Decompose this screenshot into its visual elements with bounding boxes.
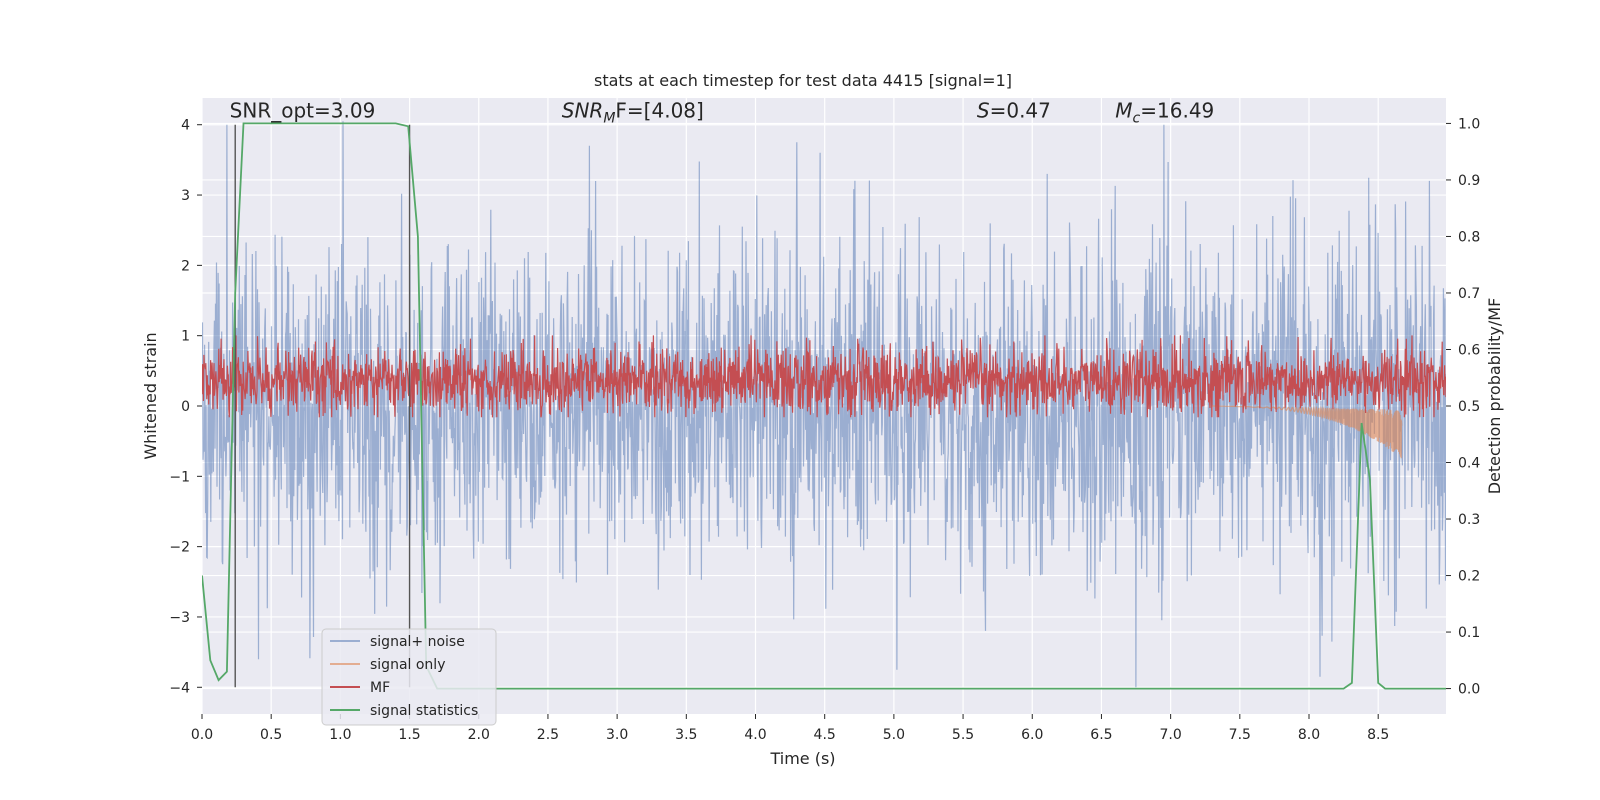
y-tick-label-left: 3: [181, 188, 190, 204]
series-signal-statistics: [202, 122, 1446, 690]
x-tick-label: 8.5: [1367, 727, 1389, 743]
annotation-head: SNR: [562, 99, 604, 123]
stat-annotation: SNRMF=[4.08]: [562, 99, 704, 127]
stat-annotation: Mc=16.49: [1115, 99, 1214, 127]
y-axis-label-right: Detection probability/MF: [1485, 298, 1504, 495]
x-tick-label: 1.0: [329, 727, 351, 743]
x-tick-label: 6.0: [1021, 727, 1043, 743]
x-tick-label: 7.0: [1159, 727, 1181, 743]
x-tick-label: 5.0: [883, 727, 905, 743]
annotation-subscript: M: [603, 111, 615, 127]
y-tick-label-right: 0.4: [1458, 456, 1480, 472]
stat-annotation: SNR_opt=3.09: [230, 99, 376, 123]
y-tick-label-right: 0.8: [1458, 229, 1480, 245]
legend: signal+ noise signal only MF signal statist…: [321, 628, 497, 726]
x-tick-label: 1.5: [398, 727, 420, 743]
x-tick-label: 4.0: [744, 727, 766, 743]
y-tick-label-left: 1: [181, 329, 190, 345]
x-tick-label: 3.0: [606, 727, 628, 743]
annotation-tail: =0.47: [990, 99, 1051, 123]
y-tick-label-right: 0.0: [1458, 682, 1480, 698]
y-tick-label-right: 0.6: [1458, 342, 1480, 358]
x-tick-label: 8.0: [1298, 727, 1320, 743]
x-tick-label: 2.0: [468, 727, 490, 743]
y-tick-label-left: −3: [169, 610, 190, 626]
y-axis-label-left: Whitened strain: [141, 332, 160, 459]
x-tick-label: 0.5: [260, 727, 282, 743]
series-layer: [202, 121, 1446, 690]
x-tick-label: 0.0: [191, 727, 213, 743]
x-tick-label: 6.5: [1090, 727, 1112, 743]
legend-label: MF: [370, 680, 390, 696]
legend-box: [321, 628, 497, 726]
axes-layer: 0.0 0.5 1.0 1.5 2.0 2.5 3.0 3.5 4.0 4.5 5.0 5.5 6.0 6…: [169, 116, 1480, 743]
y-tick-label-right: 0.5: [1458, 399, 1480, 415]
annotation-tail: F=[4.08]: [615, 99, 703, 123]
y-tick-label-right: 0.2: [1458, 569, 1480, 585]
y-tick-label-left: −4: [169, 680, 190, 696]
chart-title: stats at each timestep for test data 441…: [594, 71, 1012, 90]
stat-annotation: S=0.47: [977, 99, 1051, 123]
x-tick-label: 3.5: [675, 727, 697, 743]
y-tick-label-left: 4: [181, 118, 190, 134]
legend-label: signal only: [370, 657, 445, 673]
y-tick-label-left: −2: [169, 540, 190, 556]
x-tick-label: 2.5: [537, 727, 559, 743]
x-axis-label: Time (s): [769, 749, 835, 768]
y-tick-label-right: 0.9: [1458, 173, 1480, 189]
x-tick-label: 4.5: [814, 727, 836, 743]
legend-label: signal+ noise: [370, 634, 465, 650]
y-tick-label-right: 0.1: [1458, 625, 1480, 641]
annotation-head: M: [1115, 99, 1132, 123]
legend-label: signal statistics: [370, 703, 478, 719]
annotation-tail: =16.49: [1140, 99, 1214, 123]
y-tick-label-right: 1.0: [1458, 116, 1480, 132]
annotation-subscript: c: [1133, 111, 1141, 127]
y-tick-label-left: 0: [181, 399, 190, 415]
y-tick-label-right: 0.3: [1458, 512, 1480, 528]
annotation-head: S: [977, 99, 990, 123]
x-tick-label: 7.5: [1229, 727, 1251, 743]
y-tick-label-left: 2: [181, 258, 190, 274]
annotation-layer: SNR_opt=3.09 SNRMF=[4.08] S=0.47 Mc=16.49: [230, 99, 1215, 127]
x-tick-label: 5.5: [952, 727, 974, 743]
y-tick-label-right: 0.7: [1458, 286, 1480, 302]
annotation-head: SNR_opt=3.09: [230, 99, 376, 123]
y-tick-label-left: −1: [169, 469, 190, 485]
